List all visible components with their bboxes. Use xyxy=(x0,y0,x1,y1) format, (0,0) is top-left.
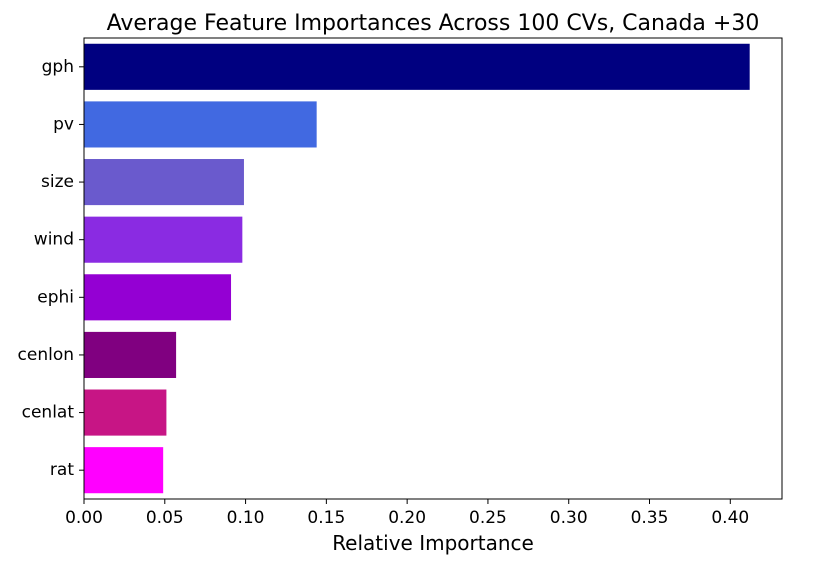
x-tick-label: 0.30 xyxy=(550,508,588,528)
bar-rat xyxy=(84,447,164,494)
y-axis-ticks: gph pv size wind ephi cenlon cenlat rat xyxy=(18,57,84,480)
bar-gph xyxy=(84,43,750,90)
y-tick-label-size: size xyxy=(41,172,74,192)
x-tick-label: 0.25 xyxy=(469,508,507,528)
plot-frame xyxy=(83,37,783,500)
chart-title: Average Feature Importances Across 100 C… xyxy=(107,11,760,36)
bar-pv xyxy=(84,101,317,148)
x-tick-label: 0.35 xyxy=(631,508,669,528)
y-tick-label-cenlon: cenlon xyxy=(18,345,74,365)
bar-cenlon xyxy=(84,331,177,378)
y-tick-label-wind: wind xyxy=(34,230,74,250)
y-tick-label-pv: pv xyxy=(53,114,74,134)
bar-cenlat xyxy=(84,389,167,436)
x-tick-label: 0.40 xyxy=(711,508,749,528)
x-axis-label: Relative Importance xyxy=(332,531,534,555)
bar-ephi xyxy=(84,274,232,321)
y-tick-label-ephi: ephi xyxy=(37,287,74,307)
x-tick-label: 0.00 xyxy=(65,508,103,528)
y-tick-label-gph: gph xyxy=(42,57,74,77)
x-tick-label: 0.10 xyxy=(227,508,265,528)
bars-group xyxy=(84,43,750,494)
bar-wind xyxy=(84,216,243,263)
y-tick-label-rat: rat xyxy=(50,460,74,480)
x-tick-label: 0.20 xyxy=(388,508,426,528)
x-axis-ticks: 0.00 0.05 0.10 0.15 0.20 0.25 0.30 0.35 0.40 xyxy=(65,499,749,528)
y-tick-label-cenlat: cenlat xyxy=(22,403,75,423)
x-tick-label: 0.05 xyxy=(146,508,184,528)
x-tick-label: 0.15 xyxy=(307,508,345,528)
bar-size xyxy=(84,159,244,206)
